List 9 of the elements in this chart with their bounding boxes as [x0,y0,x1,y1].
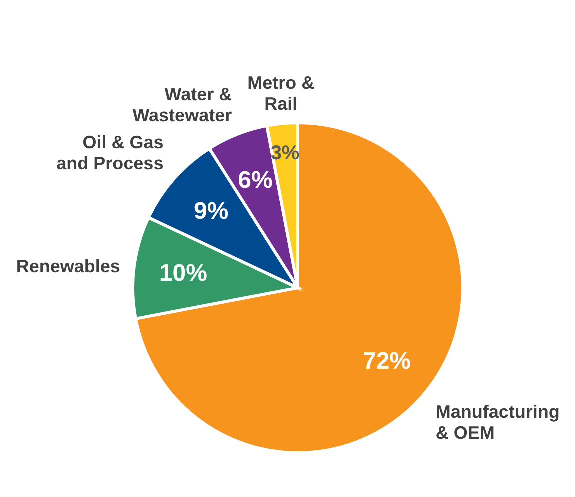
slice-label: Water & Wastewater [132,84,232,126]
slice-label: Metro & Rail [248,72,315,114]
slice-label: Renewables [16,256,120,277]
data-label: 72% [362,348,412,376]
slice-label: Oil & Gas and Process [56,132,164,174]
data-label: 10% [159,260,208,288]
data-label: 6% [238,167,273,194]
data-label: 9% [194,198,229,226]
slice-label: Manufacturing & OEM [436,402,560,444]
